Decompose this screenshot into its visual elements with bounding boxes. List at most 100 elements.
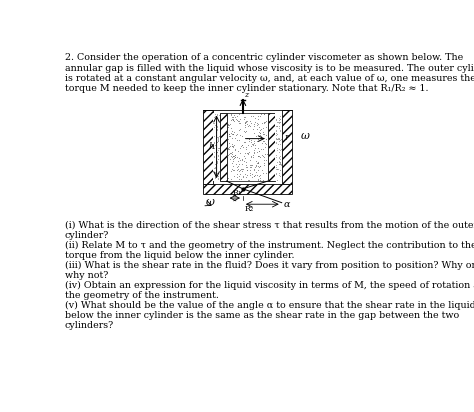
Point	[273, 145, 280, 151]
Point	[275, 158, 283, 164]
Point	[210, 133, 218, 139]
Point	[256, 154, 264, 160]
Point	[246, 171, 254, 178]
Point	[275, 135, 283, 141]
Point	[236, 155, 243, 162]
Point	[237, 176, 244, 182]
Point	[260, 130, 267, 137]
Point	[241, 123, 248, 130]
Point	[213, 112, 220, 119]
Text: α: α	[284, 200, 291, 209]
Point	[250, 122, 258, 129]
Point	[211, 175, 219, 181]
Point	[240, 139, 248, 146]
Point	[273, 146, 281, 153]
Point	[259, 138, 266, 144]
Point	[210, 140, 218, 146]
Point	[243, 164, 251, 170]
Point	[234, 158, 242, 164]
Point	[215, 172, 222, 179]
Point	[254, 116, 262, 122]
Point	[213, 158, 221, 165]
Point	[240, 173, 247, 179]
Point	[224, 122, 231, 128]
Point	[231, 146, 238, 152]
Point	[276, 147, 284, 153]
Point	[212, 128, 219, 135]
Point	[255, 163, 263, 170]
Point	[272, 132, 280, 139]
Point	[225, 132, 232, 139]
Point	[240, 114, 247, 120]
Bar	[268, 112, 275, 181]
Point	[212, 147, 219, 153]
Point	[276, 166, 283, 173]
Point	[272, 115, 280, 122]
Point	[246, 118, 254, 124]
Point	[251, 118, 259, 125]
Point	[211, 172, 219, 178]
Point	[241, 150, 249, 156]
Point	[275, 153, 283, 160]
Point	[262, 136, 269, 143]
Point	[274, 119, 282, 126]
Point	[272, 154, 280, 161]
Point	[257, 126, 265, 133]
Point	[249, 141, 257, 148]
Point	[233, 153, 241, 160]
Point	[273, 122, 281, 129]
Point	[211, 174, 219, 180]
Point	[213, 134, 221, 140]
Point	[247, 154, 255, 161]
Point	[243, 135, 251, 142]
Point	[210, 123, 218, 130]
Point	[273, 122, 280, 129]
Point	[231, 147, 238, 153]
Text: r: r	[284, 133, 289, 142]
Point	[249, 154, 256, 161]
Point	[252, 158, 260, 165]
Point	[215, 118, 223, 125]
Point	[236, 150, 244, 157]
Point	[255, 147, 263, 154]
Point	[254, 153, 262, 159]
Point	[263, 151, 271, 157]
Point	[245, 176, 252, 183]
Point	[252, 132, 259, 139]
Point	[275, 136, 283, 143]
Point	[241, 170, 248, 177]
Point	[225, 143, 233, 150]
Point	[229, 156, 237, 163]
Point	[225, 146, 233, 152]
Point	[251, 150, 258, 156]
Point	[274, 135, 282, 142]
Point	[248, 140, 256, 147]
Point	[272, 140, 280, 146]
Point	[262, 141, 270, 147]
Point	[251, 115, 259, 122]
Point	[260, 120, 267, 126]
Point	[253, 159, 261, 166]
Point	[243, 144, 250, 150]
Point	[261, 144, 269, 151]
Point	[250, 141, 257, 147]
Point	[211, 174, 219, 180]
Point	[234, 162, 242, 169]
Point	[244, 118, 251, 124]
Point	[212, 173, 219, 180]
Point	[212, 138, 219, 144]
Point	[229, 153, 237, 159]
Point	[256, 130, 264, 136]
Point	[260, 111, 268, 118]
Point	[248, 173, 256, 180]
Point	[211, 122, 219, 129]
Point	[213, 160, 220, 166]
Point	[242, 154, 249, 161]
Text: (iii) What is the shear rate in the fluid? Does it vary from position to positio: (iii) What is the shear rate in the flui…	[64, 260, 474, 280]
Point	[276, 136, 283, 143]
Point	[276, 149, 283, 155]
Point	[247, 162, 255, 168]
Point	[214, 145, 222, 151]
Point	[249, 112, 257, 119]
Point	[276, 119, 284, 125]
